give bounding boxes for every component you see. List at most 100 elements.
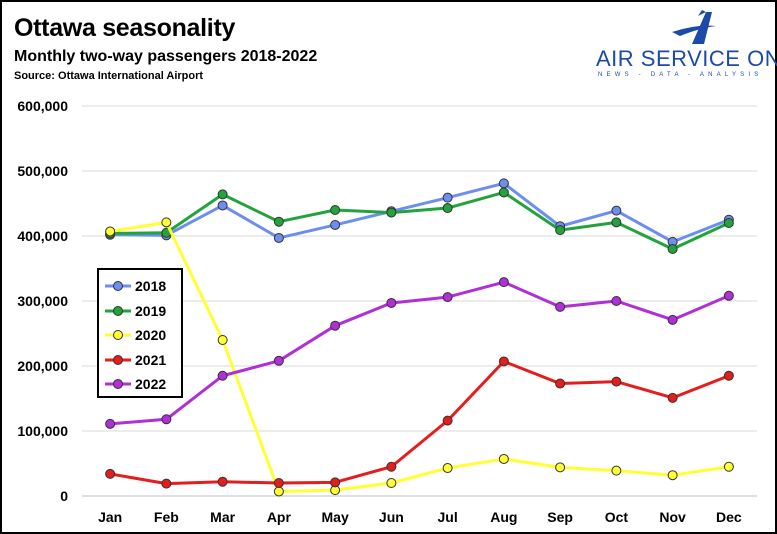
data-point-2021 [330,477,341,488]
data-point-2021 [498,356,509,367]
data-point-2019 [273,216,284,227]
series-line-2021 [109,359,730,486]
legend: 2018 2019 2020 2021 2022 [97,268,183,398]
legend-label: 2022 [135,376,167,392]
series-line-2020 [109,220,730,493]
data-point-2019 [498,187,509,198]
data-point-2018 [498,178,509,189]
x-tick-label: Jan [98,509,122,525]
data-point-2021 [217,476,228,487]
data-point-2020 [555,462,566,473]
x-tick-label: Aug [490,509,517,525]
chart-subtitle: Monthly two-way passengers 2018-2022 [14,48,318,65]
data-point-2018 [217,200,228,211]
data-point-2022 [723,290,734,301]
data-point-2020 [498,453,509,464]
y-tick-label: 200,000 [17,358,68,374]
data-point-2022 [105,418,116,429]
data-point-2022 [667,314,678,325]
series-2019 [105,187,734,254]
legend-item-2022: 2022 [99,374,181,394]
logo-tagline: NEWS - DATA - ANALYSIS [598,72,763,78]
legend-item-2020: 2020 [99,325,181,345]
data-point-2022 [386,297,397,308]
legend-item-2021: 2021 [99,350,181,370]
y-tick-label: 500,000 [17,163,68,179]
data-point-2021 [667,392,678,403]
x-tick-label: Mar [210,509,235,525]
x-tick-label: Jul [438,509,458,525]
data-point-2020 [723,461,734,472]
data-point-2022 [161,414,172,425]
data-point-2020 [161,217,172,228]
data-point-2018 [442,192,453,203]
data-point-2019 [611,217,622,228]
data-point-2020 [442,463,453,474]
y-tick-label: 400,000 [17,228,68,244]
data-point-2019 [217,189,228,200]
chart-title: Ottawa seasonality [14,14,236,42]
series-line-2018 [110,181,730,244]
plane-logo-icon [672,10,716,44]
legend-label: 2018 [135,278,167,294]
legend-swatch-2021 [105,354,131,365]
data-point-2022 [611,296,622,306]
x-tick-label: Nov [659,509,686,525]
data-point-2022 [273,355,284,366]
x-tick-label: Apr [267,509,292,525]
data-point-2020 [273,486,284,497]
legend-swatch-2019 [105,305,131,316]
x-tick-label: Jun [379,509,404,525]
data-point-2018 [330,219,341,230]
data-point-2021 [611,376,622,387]
legend-label: 2021 [135,351,167,368]
data-point-2020 [611,465,622,476]
data-point-2019 [386,207,397,218]
data-point-2019 [442,203,453,214]
data-point-2021 [723,370,734,381]
data-point-2018 [611,205,622,216]
x-tick-label: Feb [154,509,179,525]
data-point-2021 [161,478,172,489]
data-point-2020 [667,470,678,481]
y-tick-label: 0 [60,488,68,504]
data-point-2019 [667,244,678,254]
legend-swatch-2018 [105,281,131,291]
data-point-2022 [498,277,509,288]
data-point-2021 [555,378,566,389]
data-point-2021 [442,415,453,426]
x-tick-label: Dec [716,509,742,525]
legend-label: 2019 [135,302,167,319]
x-tick-label: Sep [547,509,573,525]
data-point-2020 [217,335,228,345]
y-tick-label: 600,000 [17,98,68,114]
series-line-2019 [110,190,730,251]
legend-swatch-2022 [105,379,131,389]
data-point-2020 [105,226,116,237]
data-point-2022 [442,292,453,303]
chart-source: Source: Ottawa International Airport [14,70,204,82]
data-point-2021 [105,468,116,479]
data-point-2022 [330,320,341,331]
legend-swatch-2020 [105,330,131,340]
data-point-2018 [273,232,284,243]
y-tick-label: 300,000 [17,293,68,309]
series-2022 [105,277,734,429]
data-point-2020 [386,478,397,488]
y-tick-label: 100,000 [17,423,68,439]
data-point-2019 [555,225,566,236]
legend-item-2019: 2019 [99,301,181,321]
data-point-2022 [217,370,228,381]
air-service-one-logo: AIR SERVICE ONE NEWS - DATA - ANALYSIS [588,8,777,84]
legend-item-2018: 2018 [99,276,181,296]
series-line-2022 [110,280,730,426]
legend-label: 2020 [135,327,167,343]
data-point-2019 [723,218,734,228]
data-point-2022 [555,301,566,312]
x-tick-label: Oct [605,509,629,525]
data-point-2021 [273,478,284,488]
data-point-2021 [386,461,397,472]
logo-name: AIR SERVICE ONE [596,46,777,71]
